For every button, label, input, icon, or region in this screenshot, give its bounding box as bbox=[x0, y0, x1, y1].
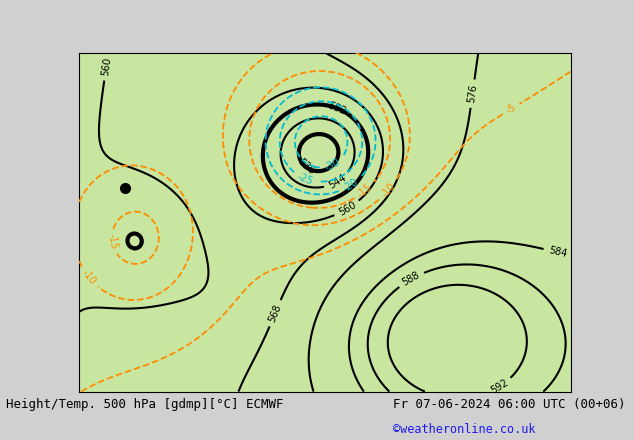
Text: -20: -20 bbox=[341, 177, 359, 194]
Text: 560: 560 bbox=[337, 200, 358, 218]
Text: 536: 536 bbox=[295, 158, 316, 177]
Text: -25: -25 bbox=[296, 171, 314, 187]
Text: 560: 560 bbox=[100, 57, 113, 76]
Text: 588: 588 bbox=[401, 270, 422, 288]
Text: ©weatheronline.co.uk: ©weatheronline.co.uk bbox=[393, 422, 536, 436]
Text: 568: 568 bbox=[267, 303, 283, 324]
Text: -15: -15 bbox=[356, 182, 375, 200]
Text: Height/Temp. 500 hPa [gdmp][°C] ECMWF: Height/Temp. 500 hPa [gdmp][°C] ECMWF bbox=[6, 398, 284, 411]
Text: 552: 552 bbox=[327, 100, 348, 117]
Text: -10: -10 bbox=[81, 268, 98, 287]
Text: 544: 544 bbox=[327, 172, 347, 191]
Text: Fr 07-06-2024 06:00 UTC (00+06): Fr 07-06-2024 06:00 UTC (00+06) bbox=[393, 398, 626, 411]
Text: -15: -15 bbox=[107, 233, 119, 250]
Text: -10: -10 bbox=[379, 181, 397, 199]
Text: 576: 576 bbox=[467, 84, 479, 103]
Text: -5: -5 bbox=[505, 102, 518, 116]
Text: 592: 592 bbox=[489, 378, 510, 396]
Text: -30: -30 bbox=[323, 157, 342, 173]
Text: 584: 584 bbox=[547, 246, 567, 259]
